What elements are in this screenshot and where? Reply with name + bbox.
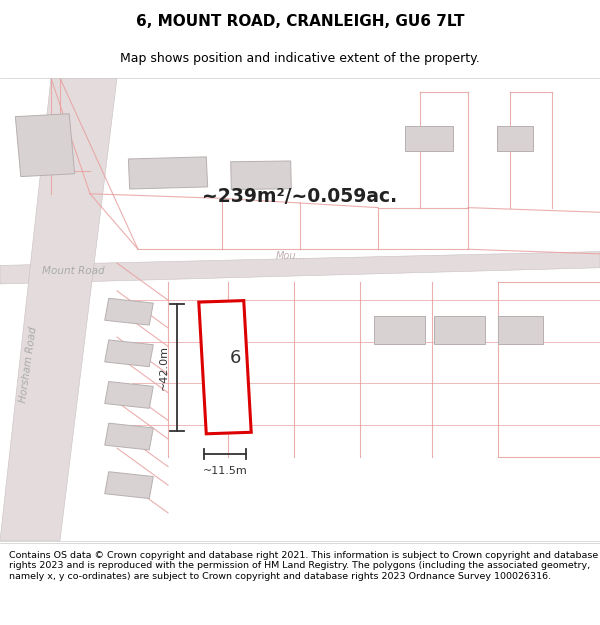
Text: ~42.0m: ~42.0m — [159, 345, 169, 390]
Polygon shape — [433, 316, 485, 344]
Polygon shape — [105, 381, 153, 408]
Polygon shape — [0, 251, 600, 284]
Text: Map shows position and indicative extent of the property.: Map shows position and indicative extent… — [120, 52, 480, 65]
Polygon shape — [0, 78, 117, 541]
Text: Horsham Road: Horsham Road — [19, 326, 39, 404]
Polygon shape — [497, 126, 533, 151]
Polygon shape — [374, 316, 425, 344]
Text: Mount Road: Mount Road — [42, 266, 104, 276]
Polygon shape — [105, 423, 153, 450]
Polygon shape — [105, 298, 153, 325]
Text: 6: 6 — [230, 349, 241, 367]
Polygon shape — [105, 340, 153, 367]
Text: ~239m²/~0.059ac.: ~239m²/~0.059ac. — [202, 186, 398, 206]
Polygon shape — [499, 316, 544, 344]
Polygon shape — [16, 114, 74, 177]
Polygon shape — [128, 157, 208, 189]
Polygon shape — [405, 126, 453, 151]
Text: ~11.5m: ~11.5m — [203, 466, 247, 476]
Polygon shape — [105, 472, 153, 499]
Text: Mou…: Mou… — [276, 251, 306, 261]
Text: Contains OS data © Crown copyright and database right 2021. This information is : Contains OS data © Crown copyright and d… — [9, 551, 598, 581]
Polygon shape — [199, 301, 251, 434]
Polygon shape — [230, 161, 292, 189]
Text: 6, MOUNT ROAD, CRANLEIGH, GU6 7LT: 6, MOUNT ROAD, CRANLEIGH, GU6 7LT — [136, 14, 464, 29]
